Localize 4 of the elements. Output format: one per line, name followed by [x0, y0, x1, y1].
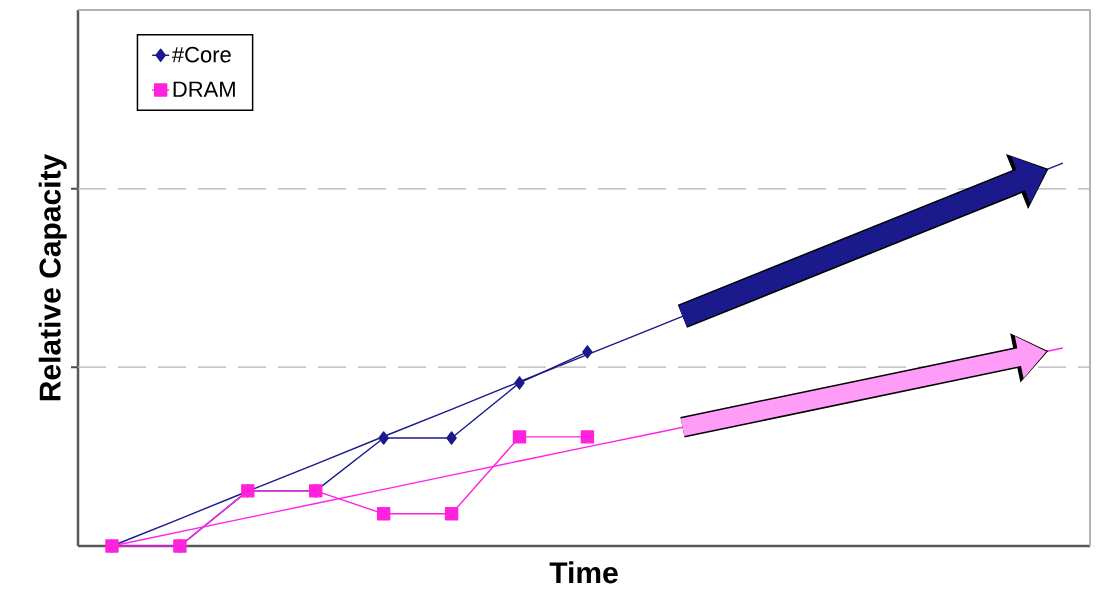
legend-label: #Core	[171, 46, 231, 63]
x-axis-title: Time	[549, 561, 618, 584]
legend-label: DRAM	[173, 81, 235, 97]
y-axis-title: Relative Capacity	[38, 153, 67, 401]
